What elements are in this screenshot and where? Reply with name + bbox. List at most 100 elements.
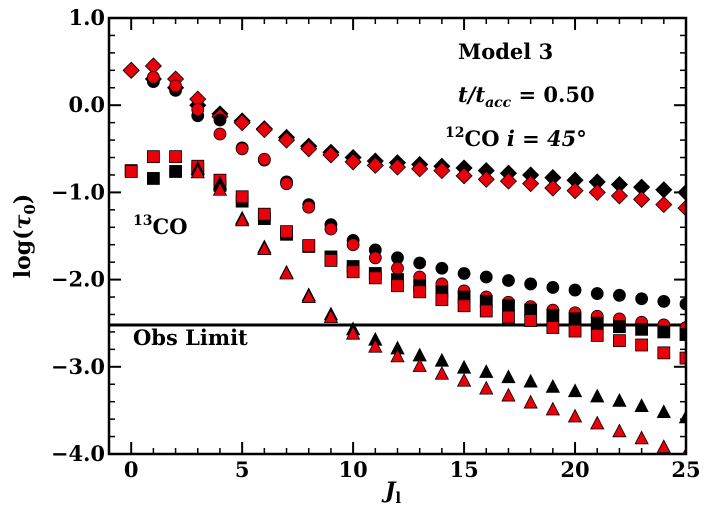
red-diamond-point [300, 140, 318, 158]
red-triangle-point [634, 430, 649, 445]
isotope-12co-superscript: 12 [445, 125, 464, 141]
black-square-point [169, 165, 182, 178]
y-tick-label: 0.0 [68, 92, 105, 117]
red-diamond-point [433, 162, 451, 180]
x-tick-label: 15 [449, 457, 478, 482]
y-axis-prefix: log( [10, 229, 36, 278]
red-circle-point [213, 127, 227, 141]
black-triangle-point [678, 409, 686, 424]
red-square-point [368, 271, 382, 285]
plot-frame [107, 16, 688, 456]
red-diamond-point [388, 158, 407, 176]
y-tick-label: −1.0 [51, 179, 105, 204]
black-triangle-point [634, 398, 649, 412]
red-square-point [613, 334, 626, 348]
red-circle-point [169, 79, 182, 93]
red-diamond-point [655, 196, 673, 214]
black-circle-point [568, 283, 582, 297]
red-circle-point [191, 103, 205, 116]
red-square-point [257, 207, 271, 221]
y-axis-subscript: 0 [21, 204, 39, 214]
y-tick-label: −3.0 [51, 354, 105, 379]
black-circle-point [613, 288, 626, 302]
red-diamond-point [544, 179, 562, 197]
red-square-point [124, 165, 138, 178]
inclination-label: i = 45° [507, 126, 587, 151]
x-tick-label: 5 [235, 457, 250, 482]
red-circle-point [346, 238, 360, 252]
black-triangle-point [523, 373, 538, 388]
black-circle-point [590, 287, 604, 300]
red-triangle-point [501, 387, 516, 402]
x-tick-label: 10 [338, 457, 367, 482]
red-diamond-point [233, 114, 251, 132]
black-circle-point [435, 261, 449, 275]
black-square-point [568, 312, 582, 326]
y-tick-label: −4.0 [51, 441, 105, 466]
red-triangle-point [656, 439, 671, 453]
time-ratio-label: t/tacc = 0.50 [458, 82, 595, 111]
red-square-point [546, 321, 560, 334]
black-square-point [635, 322, 649, 336]
y-tick-label: 1.0 [68, 5, 105, 30]
data-points [122, 57, 686, 454]
black-triangle-point [545, 378, 561, 393]
red-diamond-point [499, 172, 518, 190]
red-triangle-point [567, 408, 583, 423]
black-diamond-point [677, 183, 686, 201]
red-diamond-point [344, 153, 362, 171]
red-circle-point [280, 177, 293, 191]
black-square-point [502, 299, 515, 313]
red-square-point [146, 150, 160, 164]
black-square-point [657, 325, 671, 339]
black-circle-point [635, 292, 649, 306]
red-square-point [413, 285, 427, 299]
red-triangle-point [257, 241, 272, 255]
x-axis-subscript: l [395, 489, 401, 506]
black-triangle-point [501, 369, 516, 384]
black-circle-point [413, 256, 427, 270]
black-circle-point [546, 281, 560, 294]
red-circle-point [302, 200, 316, 214]
red-triangle-point [190, 164, 205, 179]
red-square-point [635, 338, 649, 352]
black-circle-point [502, 274, 515, 287]
red-diamond-point [455, 167, 473, 185]
red-square-point [324, 254, 338, 267]
red-diamond-point [277, 131, 296, 149]
black-circle-point [657, 294, 671, 308]
red-square-point [502, 310, 515, 324]
red-diamond-point [255, 121, 273, 139]
red-triangle-point [479, 380, 494, 395]
red-diamond-point [610, 187, 628, 205]
time-ratio-symbol: t/t [458, 82, 485, 107]
black-square-point [679, 328, 686, 341]
model-label: Model 3 [458, 39, 553, 64]
isotope-13co-text: CO [152, 214, 187, 239]
black-triangle-point [590, 388, 605, 403]
red-square-point [235, 190, 249, 204]
red-diamond-point [566, 182, 584, 200]
black-triangle-point [479, 364, 494, 378]
red-circle-point [146, 70, 160, 84]
y-axis-suffix: ) [10, 194, 36, 204]
x-axis-symbol: J [381, 478, 397, 504]
red-triangle-point [523, 394, 538, 409]
black-triangle-point [656, 404, 671, 419]
red-triangle-point [368, 338, 383, 353]
y-tick-label: −2.0 [51, 267, 105, 292]
time-ratio-value: = 0.50 [511, 82, 594, 107]
red-circle-point [257, 152, 271, 166]
x-tick-label: 25 [671, 457, 700, 482]
black-triangle-point [567, 383, 583, 398]
red-triangle-point [612, 423, 627, 438]
black-square-point [146, 172, 160, 185]
red-circle-point [391, 261, 404, 275]
red-square-point [346, 265, 360, 279]
red-triangle-point [434, 365, 450, 380]
red-circle-point [235, 142, 249, 156]
red-triangle-point [345, 325, 361, 340]
red-diamond-point [677, 199, 686, 217]
black-circle-point [213, 113, 227, 127]
